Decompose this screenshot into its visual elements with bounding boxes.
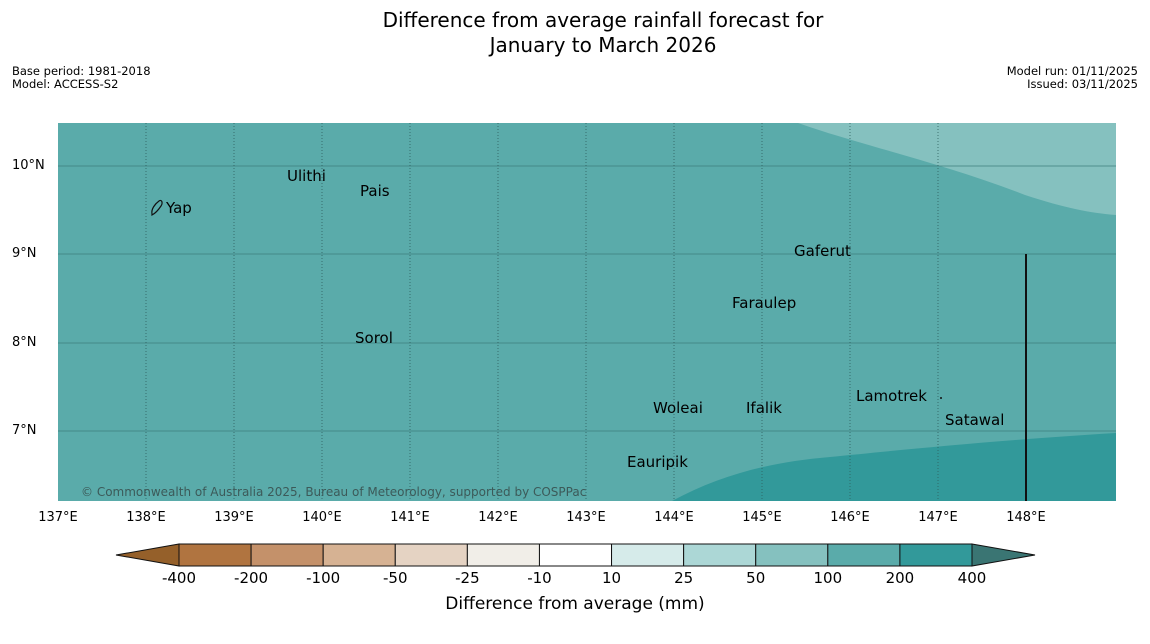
colorbar-tick-label: -400	[161, 569, 197, 587]
lat-label-7n: 7°N	[12, 423, 37, 438]
wetter-region-50-100	[798, 123, 1116, 215]
colorbar-tick-label: -100	[306, 569, 341, 587]
lat-label-9n: 9°N	[12, 246, 37, 261]
lon-label-146e: 146°E	[830, 510, 870, 525]
metadata-right: Model run: 01/11/2025 Issued: 03/11/2025	[1007, 65, 1138, 91]
colorbar-bin	[755, 543, 829, 567]
lon-label-138e: 138°E	[126, 510, 166, 525]
colorbar-bin	[250, 543, 324, 567]
lon-label-144e: 144°E	[654, 510, 694, 525]
colorbar-bin	[899, 543, 973, 567]
metadata-left: Base period: 1981-2018 Model: ACCESS-S2	[12, 65, 151, 91]
place-label-satawal: Satawal	[945, 411, 1005, 429]
title-line-1: Difference from average rainfall forecas…	[382, 8, 824, 32]
colorbar-tick-label: -25	[455, 569, 480, 587]
colorbar-bin	[466, 543, 540, 567]
title-line-2: January to March 2026	[489, 33, 717, 57]
colorbar-title: Difference from average (mm)	[445, 594, 705, 614]
wetter-region-200-400	[672, 433, 1116, 501]
colorbar-tick-label: 10	[601, 569, 622, 587]
model-run: Model run: 01/11/2025	[1006, 64, 1138, 78]
colorbar-bin	[611, 543, 685, 567]
colorbar-tick-label: 25	[674, 569, 694, 587]
colorbar-tick-label: 50	[746, 569, 766, 587]
colorbar-tick-label: -10	[527, 569, 552, 587]
colorbar-tick-label: 400	[957, 569, 987, 587]
colorbar-bin	[394, 543, 468, 567]
map-title: Difference from average rainfall forecas…	[0, 8, 1150, 58]
place-label-ifalik: Ifalik	[746, 399, 782, 417]
colorbar-bins	[178, 543, 973, 567]
colorbar-bin	[322, 543, 396, 567]
issued-date: Issued: 03/11/2025	[1027, 77, 1138, 91]
yap-island-outline	[151, 199, 163, 216]
lat-label-10n: 10°N	[12, 158, 45, 173]
place-label-woleai: Woleai	[653, 399, 703, 417]
colorbar-bin	[683, 543, 757, 567]
colorbar-extend-below	[115, 543, 180, 567]
lon-label-143e: 143°E	[566, 510, 606, 525]
lon-label-140e: 140°E	[302, 510, 342, 525]
place-label-faraulep: Faraulep	[732, 294, 797, 312]
colorbar-tick-label: -50	[383, 569, 408, 587]
lon-label-141e: 141°E	[390, 510, 430, 525]
lon-label-145e: 145°E	[742, 510, 782, 525]
lat-label-8n: 8°N	[12, 335, 37, 350]
model-name: Model: ACCESS-S2	[12, 77, 119, 91]
lon-label-142e: 142°E	[478, 510, 518, 525]
place-label-eauripik: Eauripik	[627, 453, 688, 471]
place-label-lamotrek: Lamotrek	[856, 387, 927, 405]
colorbar-tick-label: -200	[234, 569, 269, 587]
place-label-yap: Yap	[166, 199, 192, 217]
colorbar-extend-above	[971, 543, 1036, 567]
base-period: Base period: 1981-2018	[12, 64, 151, 78]
place-label-pais: Pais	[360, 182, 390, 200]
place-label-ulithi: Ulithi	[287, 167, 326, 185]
colorbar-tick-label: 100	[813, 569, 843, 587]
lon-label-137e: 137°E	[38, 510, 78, 525]
longitude-gridlines	[145, 123, 939, 501]
place-label-gaferut: Gaferut	[794, 242, 851, 260]
copyright-notice: © Commonwealth of Australia 2025, Bureau…	[81, 485, 587, 499]
colorbar-bin	[827, 543, 901, 567]
lon-label-147e: 147°E	[918, 510, 958, 525]
lon-label-148e: 148°E	[1006, 510, 1046, 525]
island-dot	[940, 397, 942, 399]
colorbar-bin	[178, 543, 252, 567]
colorbar-bin	[538, 543, 613, 567]
colorbar-tick-label: 200	[885, 569, 915, 587]
place-label-sorol: Sorol	[355, 329, 393, 347]
lon-label-139e: 139°E	[214, 510, 254, 525]
